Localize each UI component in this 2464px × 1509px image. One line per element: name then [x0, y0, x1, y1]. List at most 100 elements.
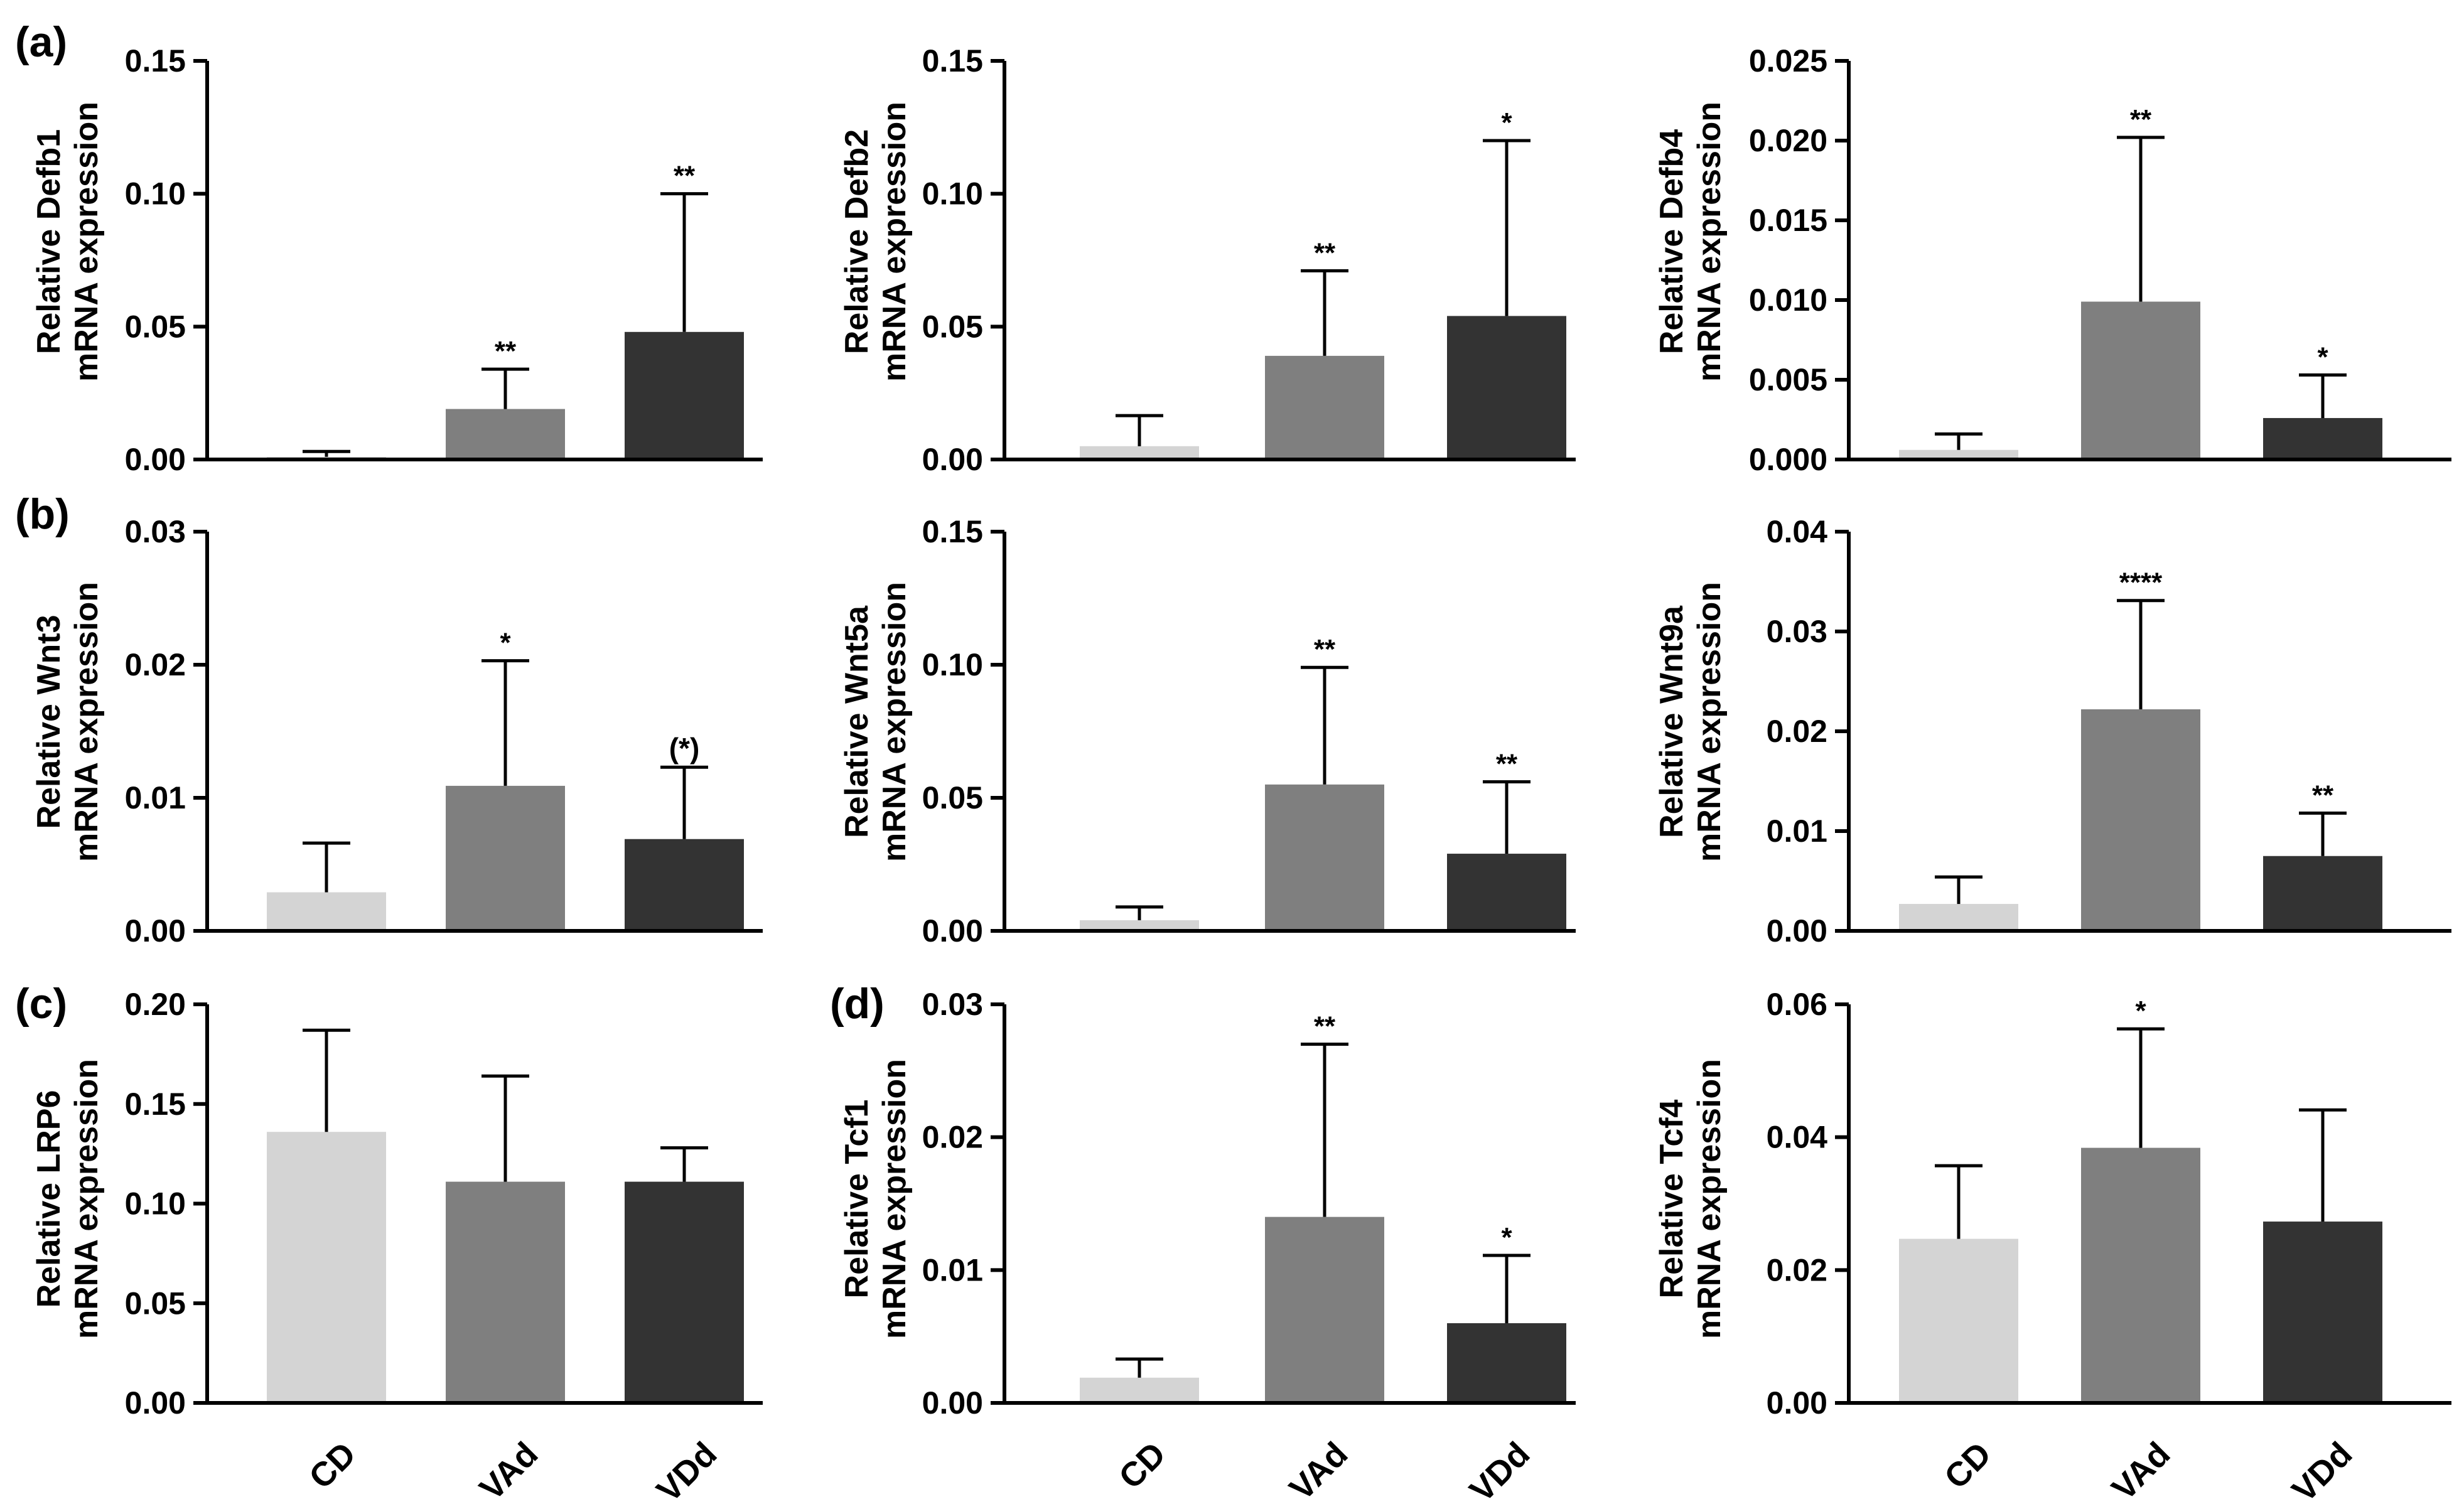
bar-cd [267, 892, 386, 931]
y-tick-label: 0.02 [1767, 1252, 1827, 1287]
ylabel-line2-defb2: mRNA expression [876, 102, 913, 382]
panel-label-d: (d) [830, 980, 885, 1028]
significance-label: ** [2130, 104, 2152, 135]
panel-label-a: (a) [15, 18, 67, 66]
bar-vad [446, 785, 565, 931]
y-tick-label: 0.015 [1749, 203, 1827, 238]
bar-cd [1080, 920, 1199, 931]
y-tick-label: 0.020 [1749, 123, 1827, 158]
y-tick-label: 0.10 [125, 176, 186, 212]
ylabel-line2-wnt9a: mRNA expression [1691, 582, 1728, 862]
y-tick-label: 0.01 [1767, 814, 1827, 849]
bar-vad [1265, 355, 1384, 459]
bar-vad [2081, 1147, 2200, 1403]
ylabel-line1-wnt3: Relative Wnt3 [31, 615, 67, 829]
ylabel-line2-lrp6: mRNA expression [68, 1059, 105, 1339]
y-tick-label: 0.00 [125, 913, 186, 948]
bar-vad [446, 409, 565, 459]
bar-cd [1080, 446, 1199, 459]
y-tick-label: 0.01 [125, 780, 186, 815]
y-tick-label: 0.10 [922, 176, 983, 212]
significance-label: ** [1314, 237, 1336, 268]
bar-cd [1899, 1238, 2018, 1403]
y-tick-label: 0.02 [125, 647, 186, 682]
y-tick-label: 0.01 [922, 1252, 983, 1287]
y-tick-label: 0.15 [125, 1087, 186, 1122]
y-tick-label: 0.05 [922, 309, 983, 344]
y-tick-label: 0.010 [1749, 282, 1827, 318]
ylabel-line2-wnt3: mRNA expression [68, 582, 105, 862]
y-tick-label: 0.04 [1767, 514, 1828, 549]
y-tick-label: 0.02 [1767, 714, 1827, 749]
ylabel-line1-wnt5a: Relative Wnt5a [839, 605, 875, 838]
ylabel-line1-defb2: Relative Defb2 [839, 129, 875, 354]
y-tick-label: 0.005 [1749, 362, 1827, 397]
panel-label-b: (b) [15, 490, 70, 538]
bar-cd [1080, 1377, 1199, 1403]
y-tick-label: 0.04 [1767, 1120, 1828, 1155]
bar-vad [1265, 1216, 1384, 1403]
y-tick-label: 0.00 [922, 442, 983, 477]
panel-wnt9a: ******0.000.010.020.030.04 [1767, 514, 2451, 948]
y-tick-label: 0.025 [1749, 43, 1827, 78]
significance-label: * [1501, 107, 1512, 138]
y-tick-label: 0.03 [125, 514, 186, 549]
bar-cd [267, 1132, 386, 1403]
ylabel-line1-tcf4: Relative Tcf4 [1654, 1099, 1690, 1298]
panel-defb1: ** ** 0.00 0.05 0.10 0.15 [125, 43, 763, 477]
significance-label: ** [495, 336, 517, 367]
bar-vdd [625, 839, 744, 931]
panel-wnt3: * (*) 0.00 0.01 0.02 0.03 [125, 514, 763, 948]
significance-label: (*) [669, 732, 700, 765]
y-tick-label: 0.02 [922, 1120, 983, 1155]
ylabel-line1-lrp6: Relative LRP6 [31, 1090, 67, 1308]
y-tick-label: 0.00 [922, 913, 983, 948]
bar-vdd [1447, 316, 1566, 459]
significance-label: ** [2312, 780, 2334, 810]
ylabel-line1-tcf1: Relative Tcf1 [839, 1100, 875, 1299]
significance-label: ** [1496, 749, 1518, 780]
y-tick-label: 0.06 [1767, 987, 1827, 1022]
bar-vad [446, 1181, 565, 1403]
y-tick-label: 0.15 [125, 43, 186, 78]
y-tick-label: 0.15 [922, 43, 983, 78]
y-tick-label: 0.03 [1767, 614, 1827, 649]
bar-vdd [1447, 1323, 1566, 1403]
significance-label: ** [1314, 1011, 1336, 1042]
bar-vdd [1447, 854, 1566, 931]
significance-label: * [1501, 1222, 1512, 1253]
ylabel-line2-tcf4: mRNA expression [1691, 1059, 1728, 1339]
y-tick-label: 0.10 [922, 647, 983, 682]
panel-tcf4: * 0.00 0.02 0.04 0.06 [1767, 987, 2451, 1420]
significance-label: ** [1314, 634, 1336, 665]
bar-vad [1265, 784, 1384, 931]
bar-vad [2081, 709, 2200, 931]
significance-label: * [2135, 996, 2146, 1026]
panel-label-c: (c) [15, 980, 67, 1028]
ylabel-line2-defb4: mRNA expression [1691, 102, 1728, 382]
bar-vdd [625, 1181, 744, 1403]
panel-lrp6: 0.00 0.05 0.10 0.15 0.20 [125, 987, 763, 1420]
bar-vdd [2263, 417, 2382, 459]
y-tick-label: 0.00 [1767, 1385, 1827, 1420]
ylabel-line1-wnt9a: Relative Wnt9a [1654, 605, 1690, 838]
y-tick-label: 0.00 [125, 442, 186, 477]
ylabel-line2-wnt5a: mRNA expression [876, 582, 913, 862]
panel-defb2: ***0.000.050.100.15 [922, 43, 1576, 477]
y-tick-label: 0.000 [1749, 442, 1827, 477]
y-tick-label: 0.00 [922, 1385, 983, 1420]
bar-vdd [2263, 856, 2382, 931]
ylabel-line1-defb4: Relative Defb4 [1654, 129, 1690, 354]
y-tick-label: 0.03 [922, 987, 983, 1022]
y-tick-label: 0.05 [125, 1286, 186, 1321]
ylabel-line2-tcf1: mRNA expression [876, 1059, 913, 1339]
y-tick-label: 0.00 [1767, 913, 1827, 948]
bar-cd [1899, 904, 2018, 931]
significance-label: **** [2119, 567, 2163, 598]
bar-vdd [625, 331, 744, 459]
y-tick-label: 0.10 [125, 1186, 186, 1222]
bar-vad [2081, 301, 2200, 459]
